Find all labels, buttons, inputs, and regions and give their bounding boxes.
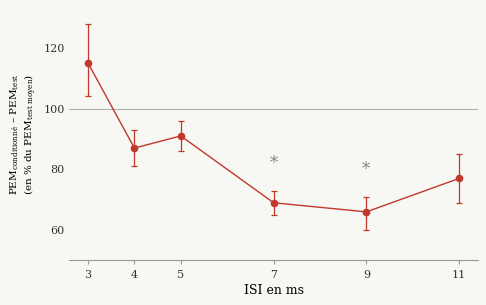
Y-axis label: PEM$_{\mathrm{conditionné}}$ – PEM$_{\mathrm{test}}$
(en % du PEM$_{\mathrm{test: PEM$_{\mathrm{conditionné}}$ – PEM$_{\ma… xyxy=(8,74,39,195)
Text: *: * xyxy=(269,155,278,172)
Text: *: * xyxy=(362,161,370,178)
X-axis label: ISI en ms: ISI en ms xyxy=(243,284,304,297)
